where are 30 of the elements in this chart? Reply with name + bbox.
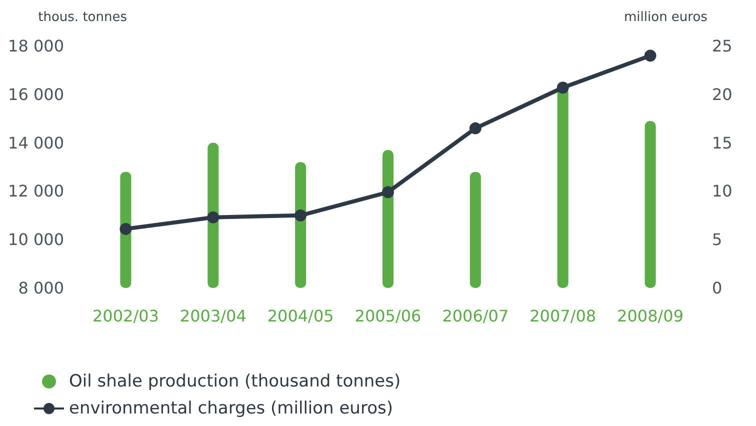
y-tick-label: 12 000 [8,182,64,201]
y-axis-title: thous. tonnes [38,10,128,25]
y-tick-label: 14 000 [8,133,64,152]
y2-tick-label: 20 [712,84,732,104]
y-tick-label: 10 000 [8,230,64,250]
legend-label: Oil shale production (thousand tonnes) [69,372,401,392]
point [382,186,394,198]
y-tick-label: 8 000 [18,278,64,298]
x-tick-label: 2004/05 [267,306,334,326]
point [556,82,569,94]
point [207,211,220,224]
y2-tick-label: 0 [712,278,722,298]
x-tick-label: 2002/03 [92,306,159,326]
y-tick-label: 18 000 [8,36,64,56]
y2-axis-title: million euros [624,10,708,25]
point [469,122,482,134]
x-tick-label: 2003/04 [180,306,246,326]
point [294,209,307,222]
x-tick-label: 2006/07 [442,306,509,326]
point [644,50,656,62]
point [120,222,132,235]
legend-label: environmental charges (million euros) [69,398,393,418]
y2-tick-label: 10 [712,182,732,201]
x-tick-label: 2007/08 [530,306,596,326]
y-tick-label: 16 000 [8,84,64,104]
y2-tick-label: 5 [712,230,722,250]
x-tick-label: 2005/06 [354,306,422,326]
y2-tick-label: 25 [712,36,732,56]
x-tick-label: 2008/09 [617,306,684,326]
y2-tick-label: 15 [712,133,732,152]
